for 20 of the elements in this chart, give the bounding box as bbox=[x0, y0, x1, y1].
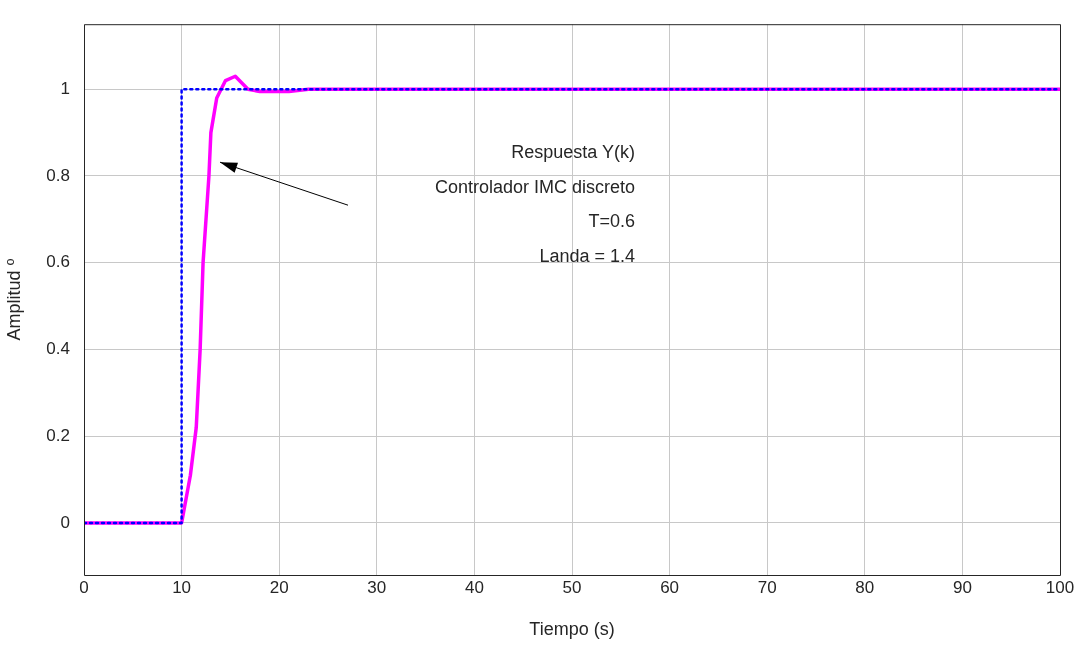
y-tick-label: 0.4 bbox=[46, 339, 70, 359]
y-tick-label: 0.2 bbox=[46, 425, 70, 445]
x-tick-label: 80 bbox=[855, 577, 875, 597]
y-tick-label: 0 bbox=[60, 512, 70, 532]
x-tick-label: 60 bbox=[660, 577, 680, 597]
x-tick-label: 10 bbox=[172, 577, 192, 597]
x-tick-label: 90 bbox=[952, 577, 972, 597]
x-tick-label: 40 bbox=[464, 577, 484, 597]
annotation: Respuesta Y(k) Controlador IMC discreto T=0.6 Landa = 1.4 bbox=[434, 142, 635, 266]
x-tick-label: 50 bbox=[562, 577, 582, 597]
x-tick-label: 0 bbox=[79, 577, 89, 597]
y-tick-label: 0.6 bbox=[46, 252, 70, 272]
y-tick-label: 1 bbox=[60, 78, 70, 98]
y-tick-label: 0.8 bbox=[46, 165, 70, 185]
x-tick-label: 20 bbox=[269, 577, 289, 597]
y-axis-title: Amplitud º bbox=[3, 258, 24, 341]
x-tick-label: 30 bbox=[367, 577, 387, 597]
x-tick-label: 100 bbox=[1045, 577, 1075, 597]
x-tick-label: 70 bbox=[757, 577, 777, 597]
x-axis-title: Tiempo (s) bbox=[529, 619, 615, 640]
